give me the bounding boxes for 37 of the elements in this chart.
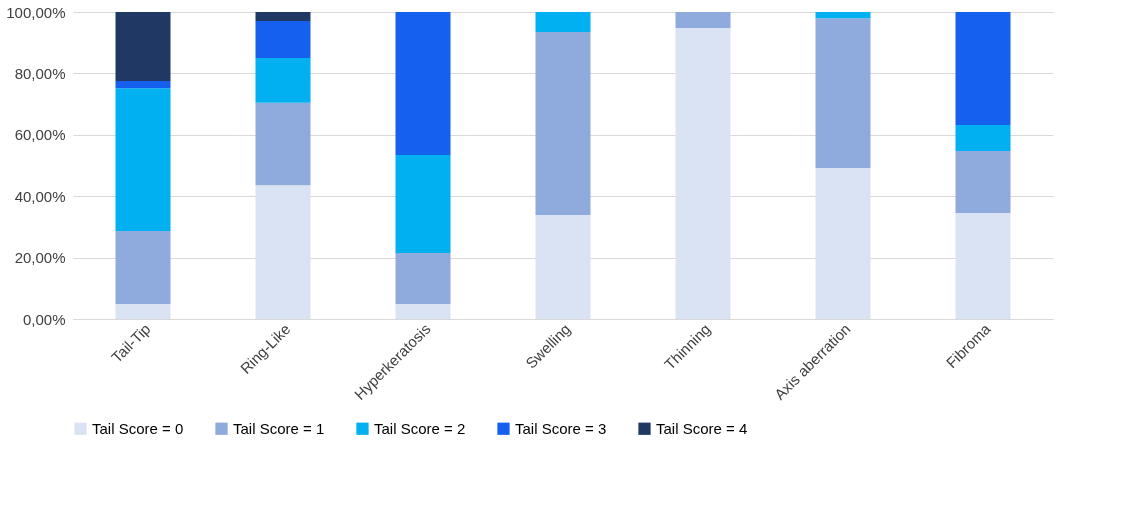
- legend-label: Tail Score = 1: [233, 419, 325, 437]
- bar: [115, 303, 171, 319]
- legend-label: Tail Score = 4: [656, 419, 748, 437]
- bar: [395, 12, 451, 156]
- bar: [675, 27, 731, 319]
- bar: [955, 213, 1011, 319]
- y-tick-label: 60,00%: [14, 126, 66, 144]
- bar: [115, 81, 171, 89]
- y-tick-label: 100,00%: [6, 3, 66, 21]
- bar: [255, 20, 311, 59]
- y-tick-label: 20,00%: [14, 249, 66, 267]
- bar: [675, 12, 731, 28]
- y-tick-label: 40,00%: [14, 187, 66, 205]
- bar: [535, 214, 591, 319]
- legend-label: Tail Score = 3: [515, 419, 607, 437]
- legend-label: Tail Score = 2: [374, 419, 466, 437]
- legend-label: Tail Score = 0: [92, 419, 184, 437]
- bar: [255, 185, 311, 319]
- bar: [955, 124, 1011, 152]
- y-tick-label: 0,00%: [22, 310, 66, 328]
- bar: [535, 12, 591, 32]
- bar: [815, 167, 871, 319]
- bar: [535, 31, 591, 215]
- bar: [815, 18, 871, 168]
- bar: [255, 102, 311, 186]
- bar: [395, 253, 451, 304]
- bar: [115, 12, 171, 82]
- bar: [115, 230, 171, 304]
- bar: [815, 12, 871, 19]
- bar: [955, 12, 1011, 125]
- bar: [115, 88, 171, 231]
- y-tick-label: 80,00%: [14, 64, 66, 82]
- bar: [255, 12, 311, 21]
- bar: [255, 58, 311, 103]
- bar: [395, 303, 451, 319]
- bar: [395, 155, 451, 253]
- bar: [955, 151, 1011, 214]
